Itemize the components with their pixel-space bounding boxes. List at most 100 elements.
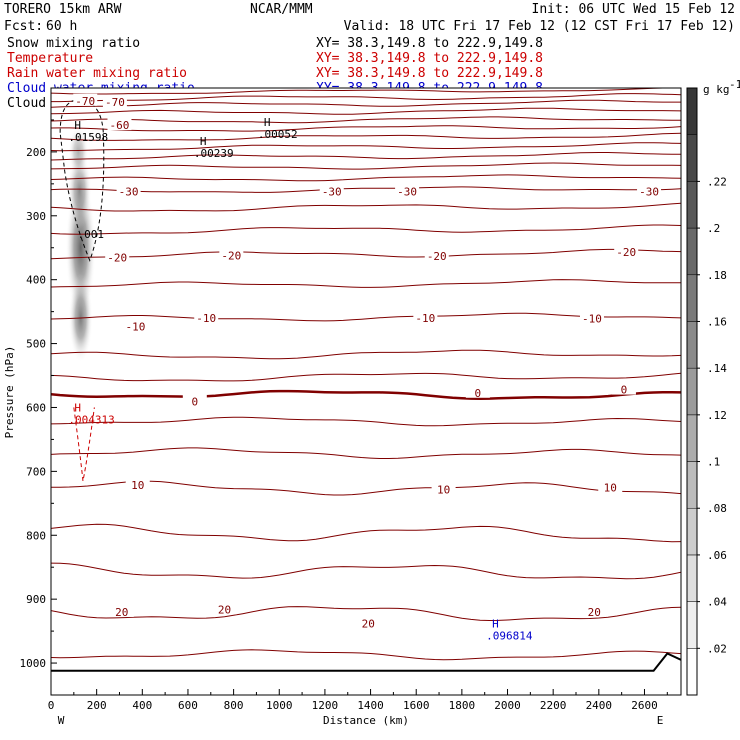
temperature-contour: [51, 349, 681, 360]
temperature-contour: [51, 606, 681, 622]
temperature-contour: [51, 162, 681, 170]
x-axis-label: Distance (km): [323, 714, 409, 727]
temperature-contour: [51, 523, 681, 543]
temperature-contour: [51, 107, 681, 115]
temperature-contour: [51, 202, 681, 212]
temperature-label-bg: [194, 311, 219, 324]
temperature-label-bg: [109, 604, 134, 617]
temperature-label-bg: [319, 184, 344, 197]
colorbar-bin: [686, 181, 698, 229]
temperature-contour: [51, 142, 681, 152]
field-name-2: Rain water mixing ratio: [7, 66, 187, 81]
temperature-label: -20: [616, 246, 636, 259]
temperature-contour: [51, 186, 681, 193]
temperature-label: -60: [110, 119, 130, 132]
x-tick-label: 1800: [449, 699, 476, 712]
temperature-contour: [51, 116, 681, 124]
temperature-label-bg: [424, 249, 449, 262]
colorbar-bin: [686, 367, 698, 416]
temperature-label-bg: [212, 602, 237, 615]
temperature-label-bg: [116, 184, 141, 197]
maximum-symbol: H: [74, 402, 81, 415]
maximum-value: .096814: [486, 629, 533, 642]
x-tick-label: 1200: [312, 699, 339, 712]
x-tick-label: 1600: [403, 699, 430, 712]
maximum-value: .00052: [258, 128, 298, 141]
colorbar-tick-label: .1: [707, 456, 720, 469]
colorbar-unit-exp: -1: [729, 78, 740, 91]
y-tick-label: 600: [26, 401, 46, 414]
temperature-label-bg: [395, 184, 420, 197]
x-tick-label: 0: [48, 699, 55, 712]
temperature-label-bg: [102, 95, 127, 108]
freezing-level-contour: [51, 389, 681, 400]
temperature-contour: [51, 447, 681, 459]
maximum-value: .004313: [68, 414, 114, 427]
x-tick-label: 400: [132, 699, 152, 712]
field-name-0: Snow mixing ratio: [7, 36, 140, 51]
y-tick-label: 900: [26, 593, 46, 606]
plot-area: -70 -70 -60 -30 -30 -30 -30 -20 -20 -20 -20 -10 -10 -…: [20, 87, 682, 712]
temperature-contour: [51, 125, 681, 132]
temperature-label: 20: [362, 617, 375, 630]
east-marker: E: [657, 714, 664, 727]
y-axis-label: Pressure (hPa): [3, 346, 16, 439]
maximum-value: .001: [78, 228, 105, 241]
temperature-label: -10: [415, 312, 435, 325]
colorbar-tick-label: .06: [707, 549, 727, 562]
x-tick-label: 1400: [357, 699, 384, 712]
temperature-contour: [51, 224, 681, 235]
temperature-label-bg: [182, 394, 207, 407]
colorbar-bin: [686, 87, 698, 135]
temperature-label: -10: [196, 312, 216, 325]
colorbar-bin: [686, 321, 698, 369]
temperature-label-bg: [598, 480, 623, 493]
temperature-label: 0: [475, 387, 482, 400]
maximum-symbol: H: [264, 116, 271, 129]
temperature-label-bg: [73, 93, 98, 106]
temperature-contours: [51, 88, 681, 661]
colorbar-bin: [686, 601, 698, 649]
temperature-label: 0: [621, 384, 628, 397]
temperature-label: -10: [582, 313, 602, 326]
field-xy-2: XY= 38.3,149.8 to 222.9,149.8: [316, 66, 543, 81]
terrain-surface: [51, 652, 681, 672]
maximum-value: .00239: [194, 147, 234, 160]
temperature-label: -70: [75, 95, 95, 108]
field-xy-0: XY= 38.3,149.8 to 222.9,149.8: [316, 36, 543, 51]
temperature-label-bg: [125, 477, 150, 490]
temperature-label-bg: [637, 184, 662, 197]
colorbar-tick-label: .18: [707, 269, 727, 282]
temperature-label: 20: [218, 603, 231, 616]
colorbar-bin: [686, 227, 698, 276]
y-tick-label: 300: [26, 210, 46, 223]
colorbar-bin: [686, 554, 698, 602]
temperature-contour: [51, 562, 681, 580]
temperature-label: -30: [397, 186, 417, 199]
field-name-1: Temperature: [7, 51, 93, 66]
maximum-labels: H.01598 H.00239H.00052.001H.004313H.09681…: [68, 116, 532, 643]
temperature-contour: [51, 279, 681, 288]
fcst-value: 60 h: [46, 19, 77, 34]
temperature-label: 20: [115, 606, 128, 619]
colorbar-bin: [686, 414, 698, 462]
colorbar-tick-label: .16: [707, 315, 727, 328]
x-tick-label: 2600: [631, 699, 658, 712]
temperature-label-bg: [582, 604, 607, 617]
temperature-contour: [51, 132, 681, 141]
temperature-label: -30: [322, 186, 342, 199]
init-time: Init: 06 UTC Wed 15 Feb 12: [532, 2, 736, 17]
temperature-contour: [51, 99, 681, 108]
colorbar-tick-label: .02: [707, 642, 727, 655]
temperature-label-bg: [107, 118, 132, 131]
y-tick-label: 700: [26, 465, 46, 478]
temperature-label-bg: [431, 482, 456, 495]
field-xy-1: XY= 38.3,149.8 to 222.9,149.8: [316, 51, 543, 66]
west-marker: W: [58, 714, 65, 727]
temperature-contour: [51, 649, 681, 661]
temperature-contour: [51, 480, 681, 496]
maximum-symbol: H: [492, 617, 499, 630]
maximum-symbol: H: [200, 135, 207, 148]
temperature-contour: [51, 416, 681, 427]
